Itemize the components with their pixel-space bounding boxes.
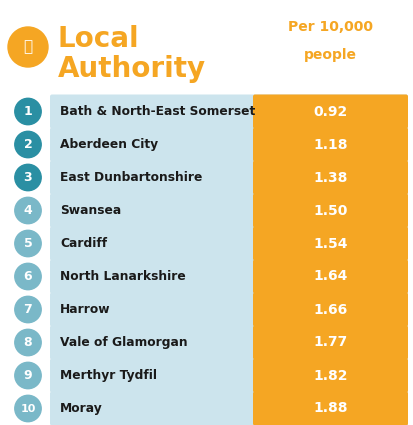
FancyBboxPatch shape [252, 193, 407, 227]
FancyBboxPatch shape [252, 359, 407, 393]
FancyBboxPatch shape [50, 161, 407, 195]
Circle shape [15, 230, 41, 257]
Text: Bath & North-East Somerset: Bath & North-East Somerset [60, 105, 255, 118]
Text: Vale of Glamorgan: Vale of Glamorgan [60, 336, 187, 349]
Text: Local: Local [58, 25, 139, 53]
Circle shape [15, 98, 41, 125]
Text: 1.77: 1.77 [313, 335, 347, 349]
Text: 1.38: 1.38 [313, 170, 347, 184]
Text: Per 10,000: Per 10,000 [287, 20, 372, 34]
FancyBboxPatch shape [252, 391, 407, 425]
FancyBboxPatch shape [252, 161, 407, 195]
FancyBboxPatch shape [50, 227, 407, 261]
Text: Authority: Authority [58, 55, 206, 83]
FancyBboxPatch shape [50, 94, 407, 128]
Text: 1.54: 1.54 [313, 236, 347, 250]
Circle shape [15, 264, 41, 290]
Text: 2: 2 [24, 138, 32, 151]
Text: East Dunbartonshire: East Dunbartonshire [60, 171, 202, 184]
Circle shape [15, 362, 41, 389]
Text: Merthyr Tydfil: Merthyr Tydfil [60, 369, 157, 382]
Text: 1.64: 1.64 [313, 269, 347, 283]
Text: 1.88: 1.88 [313, 402, 347, 416]
Text: people: people [303, 48, 356, 62]
FancyBboxPatch shape [252, 326, 407, 360]
Text: 10: 10 [20, 403, 36, 414]
Text: Harrow: Harrow [60, 303, 110, 316]
FancyBboxPatch shape [50, 391, 407, 425]
Circle shape [15, 197, 41, 224]
FancyBboxPatch shape [50, 326, 407, 360]
Text: North Lanarkshire: North Lanarkshire [60, 270, 185, 283]
Circle shape [15, 395, 41, 422]
Text: 1.82: 1.82 [313, 368, 347, 383]
Circle shape [15, 329, 41, 356]
Text: 1: 1 [24, 105, 32, 118]
FancyBboxPatch shape [252, 227, 407, 261]
Text: 1.66: 1.66 [313, 303, 347, 317]
Text: 6: 6 [24, 270, 32, 283]
FancyBboxPatch shape [50, 260, 407, 294]
Circle shape [15, 296, 41, 323]
FancyBboxPatch shape [50, 292, 407, 326]
Text: 4: 4 [24, 204, 32, 217]
Text: 7: 7 [24, 303, 32, 316]
FancyBboxPatch shape [50, 128, 407, 162]
FancyBboxPatch shape [252, 94, 407, 128]
FancyBboxPatch shape [252, 128, 407, 162]
Text: 5: 5 [24, 237, 32, 250]
FancyBboxPatch shape [50, 193, 407, 227]
Text: Cardiff: Cardiff [60, 237, 107, 250]
FancyBboxPatch shape [252, 292, 407, 326]
Text: 9: 9 [24, 369, 32, 382]
Text: 3: 3 [24, 171, 32, 184]
FancyBboxPatch shape [252, 260, 407, 294]
Circle shape [8, 27, 48, 67]
Circle shape [15, 131, 41, 158]
Text: 1.18: 1.18 [313, 138, 347, 151]
Text: Swansea: Swansea [60, 204, 121, 217]
FancyBboxPatch shape [50, 359, 407, 393]
Text: 🏆: 🏆 [24, 40, 33, 54]
Text: 1.50: 1.50 [313, 204, 347, 218]
Text: Aberdeen City: Aberdeen City [60, 138, 158, 151]
Text: 8: 8 [24, 336, 32, 349]
Text: Moray: Moray [60, 402, 102, 415]
Text: 0.92: 0.92 [313, 105, 347, 119]
Circle shape [15, 164, 41, 191]
